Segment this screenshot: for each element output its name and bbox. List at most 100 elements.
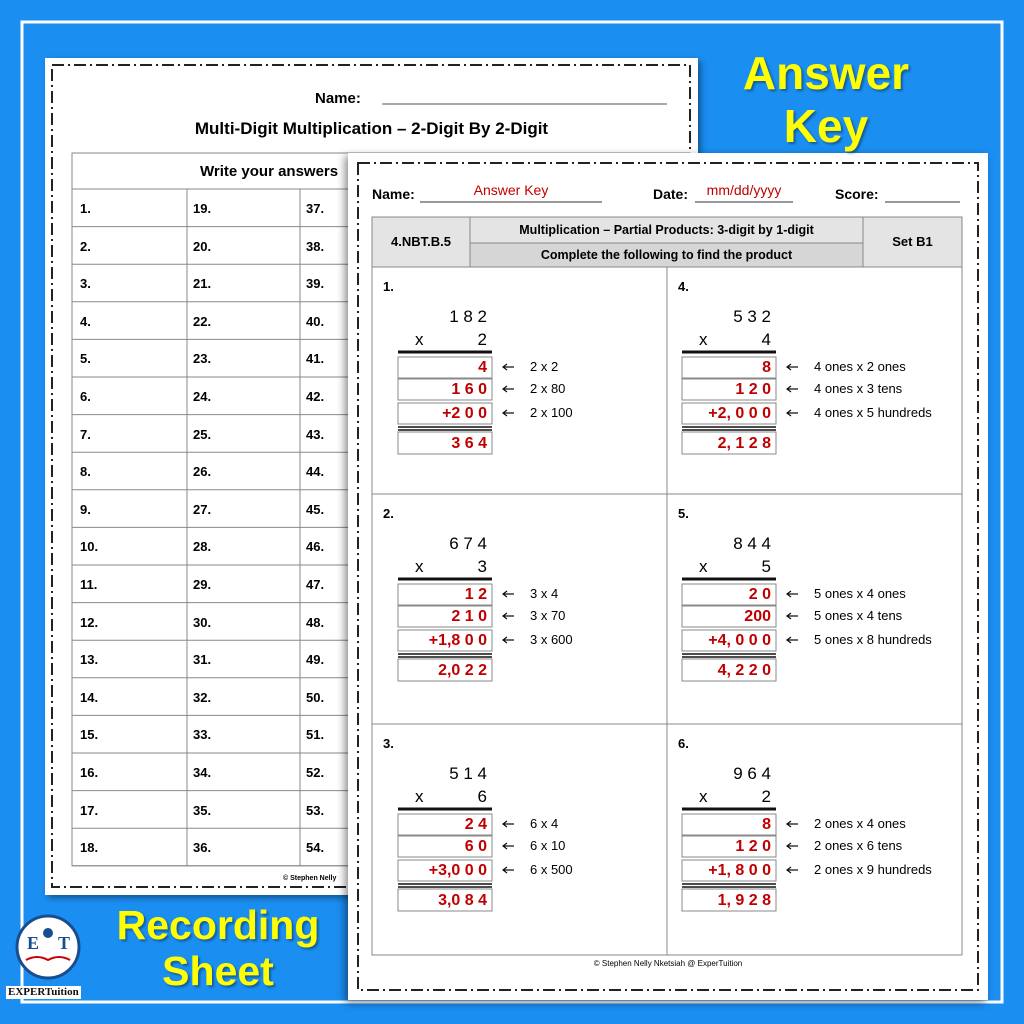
product: 2,0 2 2 xyxy=(438,662,487,679)
answer-number: 39. xyxy=(306,276,325,292)
answer-number: 41. xyxy=(306,351,325,367)
partial-product: 200 xyxy=(744,608,771,625)
step: 3 x 70 xyxy=(530,608,566,623)
product: 3 6 4 xyxy=(451,435,487,452)
arrow xyxy=(786,590,798,598)
answer-number: 19. xyxy=(193,201,212,216)
partial-product: 1 2 xyxy=(464,586,487,603)
answer-number: 43. xyxy=(306,426,325,442)
answer-number: 2. xyxy=(80,238,91,254)
partial-product: +3,0 0 0 xyxy=(428,862,487,879)
sheet-lines xyxy=(357,162,979,991)
operator: x xyxy=(415,557,424,576)
partial-product: 2 4 xyxy=(464,816,487,833)
arrow xyxy=(786,866,798,874)
step: 2 ones x 4 ones xyxy=(814,816,906,831)
answer-number: 23. xyxy=(193,351,212,367)
multiplier: 4 xyxy=(761,330,771,349)
multiplier: 3 xyxy=(477,557,487,576)
step: 2 x 2 xyxy=(530,359,559,374)
step: 2 x 80 xyxy=(530,381,566,396)
logo-initial: E xyxy=(27,933,40,953)
partial-box xyxy=(397,629,493,652)
answer-number: 50. xyxy=(306,689,325,705)
partial-product: 1 2 0 xyxy=(735,838,771,855)
step: 5 ones x 4 tens xyxy=(814,608,903,623)
standard: 4.NBT.B.5 xyxy=(391,234,451,249)
partial-product: 1 2 0 xyxy=(735,381,771,398)
arrow xyxy=(502,363,514,371)
product-box xyxy=(397,431,493,455)
step: 5 ones x 4 ones xyxy=(814,586,906,601)
answer-number: 25. xyxy=(193,426,212,442)
multiplicand: 5 3 2 xyxy=(733,307,771,326)
operator: x xyxy=(415,330,424,349)
answer-number: 15. xyxy=(80,727,99,743)
answer-number: 24. xyxy=(193,389,212,404)
answer-number: 29. xyxy=(193,577,212,592)
banner-answer-key: Key xyxy=(783,100,869,152)
footer: © Stephen Nelly Nketsiah @ ExperTuition xyxy=(593,959,743,968)
answer-number: 13. xyxy=(80,652,99,668)
arrow xyxy=(786,636,798,644)
date-value: mm/dd/yyyy xyxy=(706,182,782,198)
arrow xyxy=(786,820,798,828)
partial-product: 2 0 xyxy=(748,586,771,603)
banner-recording-sheet: Recording xyxy=(116,902,320,948)
multiplier: 6 xyxy=(477,787,487,806)
partial-box xyxy=(681,402,777,425)
logo-initial: T xyxy=(58,933,71,953)
date-label: Date: xyxy=(653,186,689,202)
logo-circle xyxy=(15,914,81,980)
multiplicand: 5 1 4 xyxy=(449,764,487,783)
partial-product: +1,8 0 0 xyxy=(428,632,487,649)
step: 3 x 600 xyxy=(530,632,573,647)
logo-book xyxy=(25,956,71,962)
answer-number: 32. xyxy=(193,689,212,705)
answer-number: 42. xyxy=(306,389,325,404)
partial-box xyxy=(397,402,493,425)
answer-number: 45. xyxy=(306,501,325,517)
multiplier: 2 xyxy=(761,787,771,806)
partial-box xyxy=(397,378,493,401)
answer-number: 14. xyxy=(80,689,99,705)
operator: x xyxy=(415,787,424,806)
product: 2, 1 2 8 xyxy=(717,435,771,452)
answer-number: 21. xyxy=(193,276,212,292)
step: 6 x 10 xyxy=(530,838,566,853)
multiplicand: 6 7 4 xyxy=(449,534,487,553)
problem-number: 2. xyxy=(383,506,394,521)
arrow xyxy=(502,385,514,393)
answer-number: 10. xyxy=(80,539,99,555)
answer-number: 38. xyxy=(306,238,325,254)
arrow xyxy=(502,590,514,598)
step: 2 x 100 xyxy=(530,405,573,420)
arrow xyxy=(786,363,798,371)
problem-number: 4. xyxy=(678,279,689,294)
step: 2 ones x 9 hundreds xyxy=(814,862,932,877)
arrow xyxy=(502,866,514,874)
dash-dot-border xyxy=(51,64,691,888)
problem-number: 1. xyxy=(383,279,394,294)
header-row-bg xyxy=(470,243,863,267)
arrow xyxy=(502,842,514,850)
answer-number: 49. xyxy=(306,652,325,668)
product-box xyxy=(681,888,777,912)
multiplicand: 8 4 4 xyxy=(733,534,771,553)
product-box xyxy=(681,658,777,682)
product-box xyxy=(681,431,777,455)
answer-number: 35. xyxy=(193,802,212,818)
answer-number: 3. xyxy=(80,276,91,292)
step: 4 ones x 3 tens xyxy=(814,381,903,396)
arrow xyxy=(502,612,514,620)
answer-number: 22. xyxy=(193,313,212,329)
answer-number: 7. xyxy=(80,426,91,442)
answer-number: 17. xyxy=(80,802,99,818)
partial-box xyxy=(681,378,777,401)
answer-number: 47. xyxy=(306,577,325,592)
partial-box xyxy=(397,605,493,628)
partial-product: 4 xyxy=(478,359,487,376)
partial-box xyxy=(397,813,493,836)
step: 5 ones x 8 hundreds xyxy=(814,632,932,647)
product: 4, 2 2 0 xyxy=(717,662,771,679)
